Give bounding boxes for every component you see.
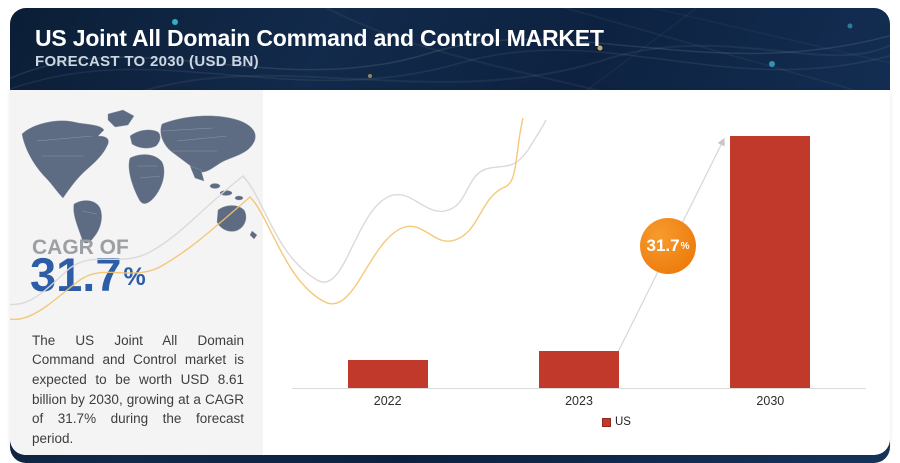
- legend-swatch: [602, 417, 611, 427]
- x-axis-line: [292, 388, 866, 389]
- legend-label: US: [615, 416, 631, 428]
- header-network-art-icon: [10, 8, 890, 90]
- page-subtitle: FORECAST TO 2030 (USD BN): [35, 53, 259, 70]
- bar-chart: 2022 2023 2030 31.7% US: [10, 90, 890, 455]
- content-card: CAGR OF 31.7% The US Joint All Domain Co…: [10, 90, 890, 455]
- header-banner: US Joint All Domain Command and Control …: [10, 8, 890, 90]
- x-axis-label-2022: 2022: [373, 394, 402, 408]
- bar-2023: [539, 351, 619, 388]
- bar-2022: [347, 360, 428, 388]
- x-axis-label-2023: 2023: [565, 394, 593, 408]
- page-title: US Joint All Domain Command and Control …: [35, 25, 604, 51]
- market-summary-text: The US Joint All Domain Command and Cont…: [32, 332, 244, 447]
- cagr-badge: 31.7%: [640, 218, 696, 274]
- cagr-badge-percent-sign: %: [680, 240, 690, 252]
- x-axis-label-2030: 2030: [756, 394, 785, 408]
- chart-legend: US: [602, 416, 631, 428]
- cagr-badge-value: 31.7: [646, 236, 680, 255]
- bar-2030: [730, 136, 811, 388]
